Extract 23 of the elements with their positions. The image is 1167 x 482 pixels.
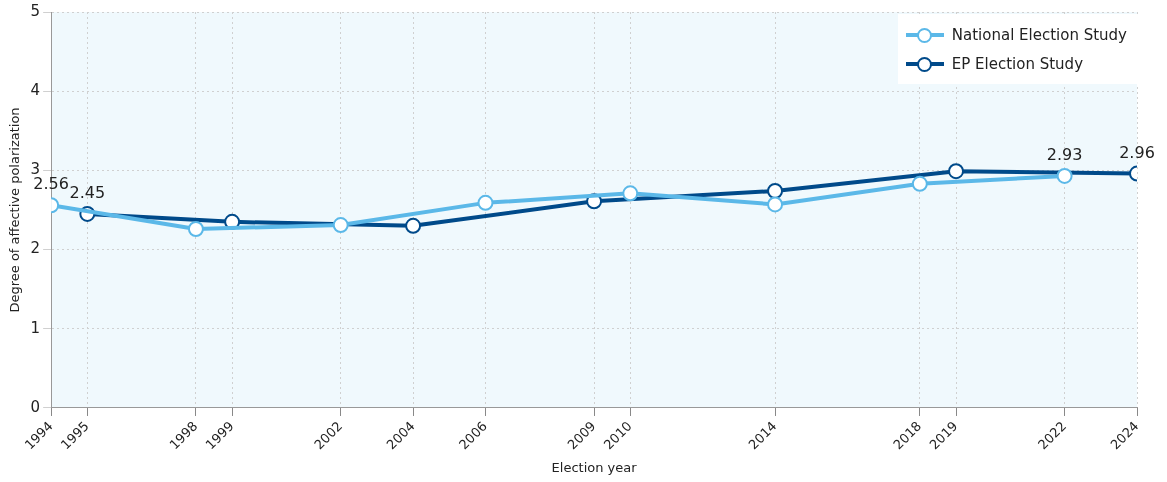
point: [622, 185, 639, 202]
y-tick-label: 5: [30, 1, 41, 20]
data-label: 2.45: [69, 183, 106, 203]
point: [911, 175, 928, 192]
point: [767, 182, 784, 199]
point: [477, 194, 494, 211]
legend-label: EP Election Study: [951, 54, 1084, 73]
y-tick-label: 0: [30, 397, 41, 416]
y-tick-label: 1: [30, 318, 41, 337]
point: [187, 220, 204, 237]
data-label: 2.56: [33, 174, 69, 194]
data-label: 2.93: [1046, 145, 1083, 165]
y-axis-title: Degree of affective polarization: [7, 107, 23, 313]
point: [1056, 167, 1073, 184]
y-tick-label: 4: [30, 81, 41, 100]
point: [767, 196, 784, 213]
legend-label: National Election Study: [951, 25, 1127, 44]
x-axis-title: Election year: [551, 459, 638, 475]
data-label: 2.96: [1119, 142, 1155, 162]
point: [405, 217, 422, 234]
y-tick-label: 2: [30, 239, 41, 258]
point: [948, 163, 965, 180]
point: [332, 217, 349, 234]
